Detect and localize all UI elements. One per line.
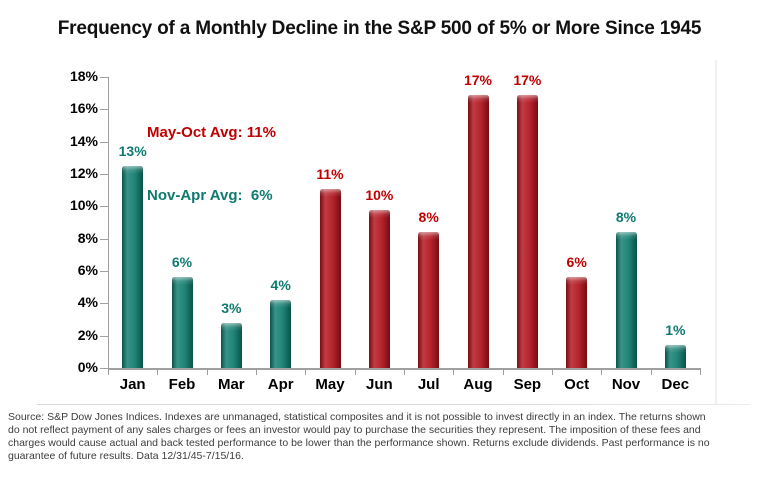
x-axis-label: Aug <box>463 376 493 393</box>
bar <box>467 94 489 368</box>
y-axis-tick <box>100 141 108 143</box>
y-axis-tick <box>100 206 108 208</box>
x-axis-tick <box>157 368 159 375</box>
legend-entry-may-oct-avg: May-Oct Avg: 11% <box>147 124 276 141</box>
x-axis-label: Feb <box>168 376 196 393</box>
bar <box>368 209 390 368</box>
x-axis-tick <box>502 368 504 375</box>
x-axis-label: Oct <box>564 376 590 393</box>
bar-value-label: 3% <box>221 299 242 316</box>
y-axis-tick <box>100 368 108 369</box>
x-axis-tick <box>453 368 455 375</box>
bar <box>566 277 588 368</box>
bar-value-label: 6% <box>171 254 193 271</box>
legend-entry-nov-apr-avg: Nov-Apr Avg: 6% <box>147 187 273 204</box>
y-axis-tick <box>100 303 108 305</box>
y-axis-label: 8% <box>77 229 98 246</box>
x-axis-tick <box>700 368 701 375</box>
bar-value-label: 8% <box>615 209 637 226</box>
y-axis-line <box>108 77 109 370</box>
x-axis-tick <box>601 368 603 375</box>
y-axis-tick <box>100 109 108 111</box>
bar-value-label: 1% <box>665 322 686 339</box>
bar <box>516 94 538 368</box>
bar-value-label: 11% <box>316 165 344 182</box>
y-axis-tick <box>100 238 108 240</box>
bar <box>319 188 341 368</box>
x-axis-label: Jan <box>119 376 146 393</box>
y-axis-label: 0% <box>77 359 98 375</box>
bar-value-label: 6% <box>566 254 587 271</box>
x-axis-tick <box>650 368 652 375</box>
y-axis-label: 16% <box>69 100 98 117</box>
x-axis-label: Dec <box>661 376 690 393</box>
y-axis-tick <box>100 335 108 337</box>
y-axis-label: 4% <box>77 294 98 311</box>
bar <box>270 300 292 368</box>
bar-value-label: 4% <box>270 277 291 294</box>
bar <box>615 232 637 368</box>
bar-value-label: 17% <box>513 71 542 88</box>
y-axis-label: 6% <box>77 262 98 278</box>
y-axis-label: 2% <box>77 326 98 343</box>
bar <box>220 322 242 368</box>
y-axis-label: 12% <box>69 165 98 181</box>
bar-value-label: 10% <box>365 186 394 203</box>
x-axis-label: Mar <box>217 376 245 393</box>
bar <box>418 232 440 368</box>
bar-value-label: 17% <box>463 71 493 88</box>
x-axis-tick <box>206 368 208 375</box>
x-axis-label: Jun <box>365 376 393 393</box>
bar-value-label: 8% <box>418 209 439 226</box>
y-axis-label: 14% <box>69 132 98 149</box>
bar <box>171 277 193 368</box>
source-note: Source: S&P Dow Jones Indices. Indexes a… <box>8 411 710 462</box>
x-axis-label: Apr <box>267 376 294 393</box>
x-axis-label: Sep <box>513 376 542 393</box>
bar <box>122 165 144 368</box>
x-axis-label: Nov <box>611 376 641 393</box>
chart-title: Frequency of a Monthly Decline in the S&… <box>57 18 702 39</box>
x-axis-tick <box>404 368 405 375</box>
x-axis-tick <box>108 368 109 375</box>
x-axis-tick <box>305 368 307 375</box>
legend: May-Oct Avg: 11% Nov-Apr Avg: 6% <box>147 80 276 248</box>
bar <box>664 345 686 368</box>
y-axis-label: 10% <box>69 197 98 214</box>
x-axis-tick <box>354 368 356 375</box>
divider-line <box>37 404 750 405</box>
chart-right-border <box>715 60 717 404</box>
y-axis-tick <box>100 77 108 78</box>
y-axis-tick <box>100 174 108 175</box>
x-axis-tick <box>256 368 257 375</box>
x-axis-label: Jul <box>417 376 440 393</box>
y-axis-label: 18% <box>69 68 98 84</box>
y-axis-tick <box>100 271 108 272</box>
x-axis-label: May <box>315 376 345 393</box>
bar-value-label: 13% <box>118 142 147 159</box>
x-axis-tick <box>552 368 553 375</box>
